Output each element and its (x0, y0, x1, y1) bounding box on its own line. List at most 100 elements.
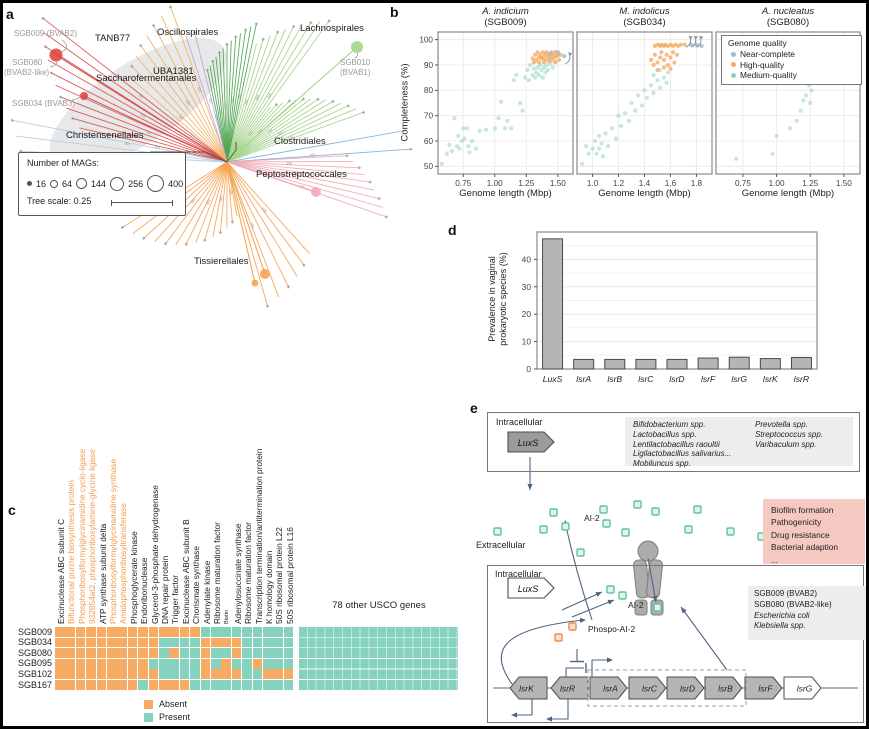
heatmap-cell (127, 680, 138, 690)
heatmap-cell (127, 627, 138, 637)
heatmap-cell (179, 648, 190, 658)
heatmap-cell (55, 658, 65, 669)
heatmap-cell (159, 637, 169, 648)
svg-text:100: 100 (261, 207, 268, 214)
heatmap-cell (190, 648, 200, 658)
svg-text:1.50: 1.50 (550, 179, 566, 188)
scatter1-title: A. indicium (482, 6, 529, 17)
heatmap-cell (179, 627, 190, 637)
heatmap-cell (55, 648, 65, 658)
sgb-species-box: SGB009 (BVAB2) SGB080 (BVAB2-like) Esche… (748, 586, 869, 640)
intracellular-top-box (487, 412, 860, 472)
svg-text:0.75: 0.75 (735, 179, 751, 188)
heatmap-cell (200, 658, 211, 669)
svg-text:1.0: 1.0 (587, 179, 599, 188)
heatmap-cell (231, 627, 242, 637)
species-col2-2: Streptococcus spp. (755, 429, 824, 439)
heatmap-cell (190, 627, 200, 637)
svg-text:lsrK: lsrK (763, 374, 779, 384)
heatmap-cell (96, 637, 107, 648)
heatmap-cell (263, 680, 273, 690)
absent-swatch (144, 699, 153, 709)
heatmap-cell (242, 669, 252, 680)
heatmap-cell (159, 669, 169, 680)
species-col1-3: Lentilactobacillus raoultii (633, 439, 720, 449)
svg-text:100: 100 (224, 103, 228, 109)
svg-text:AI-2: AI-2 (584, 513, 600, 523)
svg-text:100: 100 (254, 94, 260, 101)
heatmap-cell (86, 680, 96, 690)
heatmap-cell (169, 648, 179, 658)
clade-label: Clostridiales (274, 136, 326, 147)
mag-size-legend: 16 64 144 256 400 (27, 175, 183, 192)
heatmap-cell (65, 637, 75, 648)
svg-text:100: 100 (208, 98, 213, 105)
svg-text:lsrC: lsrC (638, 374, 654, 384)
heatmap-cell (231, 680, 242, 690)
scatter1-subtitle: (SGB009) (484, 17, 527, 28)
d-y-axis-label-line2: prokaryotic species (%) (498, 252, 508, 346)
heatmap-cell (86, 648, 96, 658)
svg-text:100: 100 (197, 86, 203, 93)
heatmap-cell (96, 669, 107, 680)
heatmap-cell (283, 680, 294, 690)
heatmap-cell (117, 627, 127, 637)
genome-quality-legend-title: Genome quality (728, 38, 787, 48)
heatmap-row-label: SGB102 (17, 668, 52, 679)
heatmap-cell (148, 637, 159, 648)
svg-text:100: 100 (244, 99, 250, 106)
heatmap-cell (190, 680, 200, 690)
svg-text:100: 100 (287, 135, 294, 141)
heatmap-cell (107, 648, 117, 658)
mag-circle-16 (27, 181, 32, 186)
mag-size-64: 64 (62, 178, 73, 189)
clade-label: Oscillospirales (157, 27, 219, 38)
sgb-line-2: SGB080 (BVAB2-like) (754, 599, 832, 609)
heatmap-cell (190, 658, 200, 669)
heatmap-cell (242, 648, 252, 658)
panel-letter-d: d (448, 222, 457, 238)
heatmap-cell (96, 648, 107, 658)
heatmap-cell (127, 637, 138, 648)
heatmap-cell (55, 627, 65, 637)
heatmap-cell (273, 627, 283, 637)
svg-text:Phospo-AI-2: Phospo-AI-2 (588, 624, 636, 634)
effect-adaption: Bacterial adaption (771, 542, 839, 553)
svg-text:lsrR: lsrR (794, 374, 809, 384)
clade-label: Tissierellales (194, 256, 249, 267)
heatmap-cell (75, 648, 86, 658)
svg-text:lsrA: lsrA (576, 374, 591, 384)
species-col2-1: Prevotella spp. (755, 420, 808, 429)
svg-text:0.75: 0.75 (455, 179, 471, 188)
svg-text:100: 100 (309, 153, 315, 157)
svg-text:lsrD: lsrD (669, 374, 684, 384)
heatmap-cell (273, 658, 283, 669)
legend-item-medium-quality: Medium-quality (728, 70, 855, 81)
svg-text:lsrD: lsrD (680, 684, 695, 694)
heatmap-cell (263, 669, 273, 680)
svg-text:100: 100 (286, 162, 292, 166)
effect-drug-resistance: Drug resistance (771, 529, 830, 540)
svg-text:LuxS: LuxS (518, 438, 539, 448)
heatmap-row-label: SGB095 (17, 658, 52, 669)
svg-text:100: 100 (266, 92, 273, 99)
heatmap-legend-present: Present (144, 712, 190, 722)
heatmap-cell (169, 637, 179, 648)
svg-text:100: 100 (138, 93, 145, 100)
svg-text:lsrG: lsrG (731, 374, 747, 384)
sgb-line-3: Escherichia coli (754, 610, 810, 620)
heatmap-cell (211, 658, 221, 669)
scatter3-title: A. nucleatus (761, 6, 815, 17)
heatmap-cell (242, 627, 252, 637)
heatmap-cell (190, 637, 200, 648)
heatmap-cell (159, 648, 169, 658)
callout-sgb080-sub: (BVAB2-like) (4, 68, 50, 77)
heatmap-cell (242, 680, 252, 690)
svg-text:lsrB: lsrB (718, 684, 733, 694)
intracellular-bottom-label: Intracellular (495, 569, 542, 579)
sgb-line-1: SGB009 (BVAB2) (754, 589, 817, 598)
heatmap-cell (231, 658, 242, 669)
heatmap-legend-absent: Absent (144, 699, 187, 709)
species-list-box: Bifidobacterium spp. Lactobacillus spp. … (625, 417, 853, 468)
svg-text:1.00: 1.00 (487, 179, 503, 188)
